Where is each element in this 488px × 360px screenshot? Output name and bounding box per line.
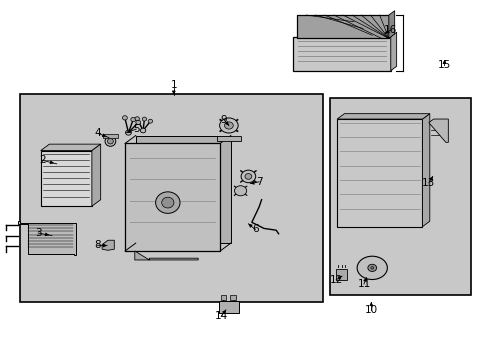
Text: 7: 7 xyxy=(255,177,262,187)
Ellipse shape xyxy=(224,122,233,129)
Bar xyxy=(329,98,470,295)
Text: 8: 8 xyxy=(94,240,101,250)
Ellipse shape xyxy=(356,256,386,279)
Text: 12: 12 xyxy=(329,275,342,285)
Text: 4: 4 xyxy=(95,129,102,138)
Text: 6: 6 xyxy=(251,225,258,234)
Ellipse shape xyxy=(122,116,127,120)
Ellipse shape xyxy=(140,128,145,133)
Text: 11: 11 xyxy=(357,279,370,289)
Ellipse shape xyxy=(370,267,373,269)
Bar xyxy=(220,295,226,300)
Ellipse shape xyxy=(155,192,180,213)
Polygon shape xyxy=(92,144,101,206)
Bar xyxy=(230,295,236,300)
Text: 1: 1 xyxy=(170,80,177,90)
Bar xyxy=(297,15,388,39)
Bar xyxy=(335,269,346,280)
Bar xyxy=(41,150,92,206)
Ellipse shape xyxy=(367,264,376,271)
Bar xyxy=(125,143,220,251)
Ellipse shape xyxy=(136,120,141,125)
Text: 5: 5 xyxy=(133,124,139,134)
Bar xyxy=(136,135,230,243)
Ellipse shape xyxy=(130,117,135,122)
Text: 13: 13 xyxy=(421,178,434,188)
Polygon shape xyxy=(422,114,429,226)
Polygon shape xyxy=(388,11,394,39)
Ellipse shape xyxy=(244,174,251,179)
Ellipse shape xyxy=(135,117,139,121)
Bar xyxy=(216,135,241,141)
Ellipse shape xyxy=(148,119,152,123)
Text: 2: 2 xyxy=(39,155,45,165)
Ellipse shape xyxy=(107,139,113,144)
Polygon shape xyxy=(336,114,429,119)
Text: 15: 15 xyxy=(437,59,450,69)
Ellipse shape xyxy=(162,197,174,208)
Bar xyxy=(293,37,390,71)
Ellipse shape xyxy=(219,118,238,133)
Ellipse shape xyxy=(125,130,131,135)
Ellipse shape xyxy=(241,170,255,183)
Text: 10: 10 xyxy=(364,305,377,315)
Polygon shape xyxy=(102,240,114,250)
Ellipse shape xyxy=(234,186,246,196)
Bar xyxy=(219,301,238,313)
Polygon shape xyxy=(428,119,447,142)
Text: 9: 9 xyxy=(220,115,227,125)
Ellipse shape xyxy=(142,117,146,121)
Text: 3: 3 xyxy=(35,228,41,238)
Ellipse shape xyxy=(105,136,116,146)
Polygon shape xyxy=(18,221,76,255)
Text: 16: 16 xyxy=(384,25,397,35)
Polygon shape xyxy=(41,144,101,150)
Bar xyxy=(20,94,322,302)
Text: 14: 14 xyxy=(214,311,227,321)
Bar xyxy=(103,134,118,138)
Polygon shape xyxy=(390,32,396,71)
Polygon shape xyxy=(135,251,198,260)
Bar xyxy=(336,119,422,226)
